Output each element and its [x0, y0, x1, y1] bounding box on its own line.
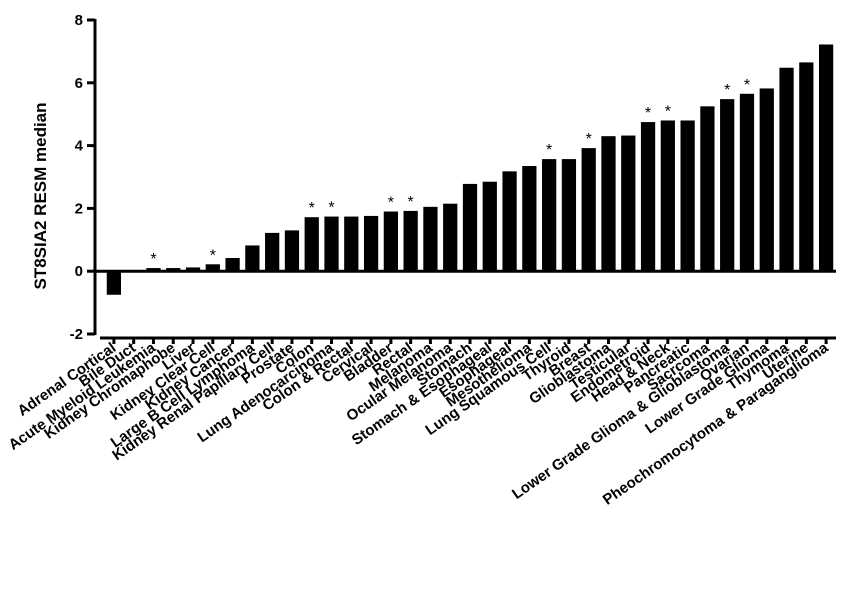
y-tick-label: 2 — [75, 200, 83, 217]
bar — [739, 93, 755, 272]
bar — [443, 203, 458, 272]
bar — [779, 67, 794, 272]
significance-markers: * * * * * * * * * * * * — [150, 77, 750, 268]
significance-star: * — [724, 82, 730, 99]
significance-star: * — [586, 131, 592, 148]
bar — [799, 62, 814, 272]
bar — [601, 136, 616, 272]
bar — [344, 216, 359, 272]
bar — [166, 268, 181, 272]
significance-star: * — [150, 251, 156, 268]
bar — [363, 215, 379, 272]
y-tick-label: -2 — [70, 326, 83, 343]
bar — [245, 245, 260, 272]
significance-star: * — [645, 105, 651, 122]
bar — [759, 88, 774, 272]
bar — [700, 106, 715, 272]
bar — [462, 183, 478, 272]
y-tick-label: 0 — [75, 263, 83, 280]
bar — [265, 232, 280, 272]
significance-star: * — [665, 103, 671, 120]
bar — [205, 264, 220, 272]
bar — [225, 258, 240, 272]
bar — [581, 148, 596, 272]
bar — [403, 210, 418, 272]
bar — [522, 166, 537, 272]
y-tick-label: 6 — [75, 75, 83, 92]
bar — [502, 171, 517, 272]
y-tick-label: 8 — [75, 12, 83, 29]
bar — [561, 159, 577, 272]
bar — [106, 271, 122, 295]
significance-star: * — [408, 194, 414, 211]
bar — [482, 181, 497, 272]
y-axis-label: ST8SIA2 RESM median — [31, 102, 50, 289]
bar — [621, 135, 636, 272]
bar — [640, 122, 656, 272]
significance-star: * — [546, 142, 552, 159]
bar — [720, 99, 735, 272]
bars — [106, 44, 834, 295]
bar — [383, 211, 398, 272]
bar — [660, 120, 675, 272]
bar — [324, 216, 339, 272]
bar — [818, 44, 834, 272]
significance-star: * — [328, 200, 334, 217]
bar — [680, 120, 695, 272]
bar — [284, 230, 300, 272]
bar — [185, 267, 201, 272]
bar — [542, 159, 557, 272]
bar — [304, 217, 319, 272]
y-tick-label: 4 — [75, 138, 84, 155]
bar — [423, 206, 438, 272]
y-axis: -2 0 2 4 6 8 — [70, 12, 97, 343]
significance-star: * — [309, 200, 315, 217]
significance-star: * — [210, 247, 216, 264]
significance-star: * — [744, 77, 750, 94]
bar — [146, 268, 161, 272]
significance-star: * — [388, 195, 394, 212]
